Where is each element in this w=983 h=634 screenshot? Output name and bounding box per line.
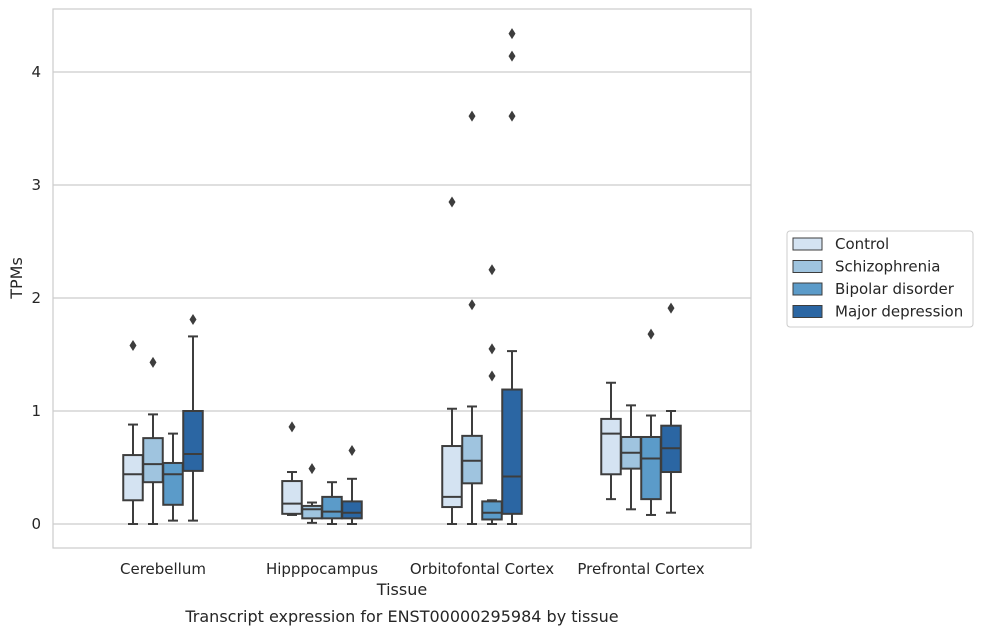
- box-major-depression: [660, 302, 682, 514]
- box-iqr: [600, 417, 622, 476]
- legend-swatch: [792, 282, 823, 296]
- box-major-depression: [182, 313, 204, 522]
- y-tick-label: 3: [31, 176, 41, 194]
- y-axis-title: TPMs: [7, 257, 26, 300]
- box-iqr: [461, 434, 483, 485]
- box-iqr: [122, 454, 144, 502]
- outlier-point: [488, 370, 496, 382]
- outlier-point: [288, 421, 296, 433]
- outlier-point: [647, 328, 655, 340]
- y-tick-label: 4: [31, 63, 41, 81]
- box-iqr: [281, 480, 303, 515]
- box-bipolar-disorder: [481, 264, 503, 525]
- box-major-depression: [501, 28, 523, 525]
- box-iqr: [341, 500, 363, 520]
- box-iqr: [182, 410, 204, 472]
- outlier-point: [468, 299, 476, 311]
- legend: Control Schizophrenia Bipolar disorder Majo…: [786, 230, 974, 328]
- outlier-point: [488, 264, 496, 276]
- box-iqr: [142, 437, 164, 484]
- legend-label: Schizophrenia: [835, 258, 940, 276]
- x-tick-label: Orbitofontal Cortex: [410, 560, 554, 578]
- box-iqr: [321, 495, 343, 520]
- legend-label: Control: [835, 235, 889, 253]
- outlier-point: [348, 445, 356, 457]
- outlier-point: [129, 339, 137, 351]
- legend-label: Bipolar disorder: [835, 280, 955, 298]
- box-iqr: [162, 461, 184, 506]
- y-tick-label: 2: [31, 289, 41, 307]
- box-iqr: [640, 435, 662, 501]
- box-iqr: [301, 504, 323, 520]
- box-bipolar-disorder: [162, 432, 184, 522]
- outlier-point: [508, 50, 516, 62]
- outlier-point: [448, 196, 456, 208]
- legend-swatch: [792, 237, 823, 251]
- legend-swatch: [792, 260, 823, 273]
- box-iqr: [441, 445, 463, 509]
- box-schizophrenia: [142, 356, 164, 525]
- x-tick-label: Prefrontal Cortex: [577, 560, 704, 578]
- x-tick-label: Hipppocampus: [266, 560, 378, 578]
- y-tick-label: 1: [31, 402, 41, 420]
- outlier-point: [189, 313, 197, 325]
- outlier-point: [667, 302, 675, 314]
- box-major-depression: [341, 445, 363, 525]
- plot-frame: [52, 8, 752, 549]
- outlier-point: [508, 28, 516, 40]
- box-schizophrenia: [301, 463, 323, 524]
- legend-swatch: [792, 305, 823, 318]
- outlier-point: [508, 110, 516, 122]
- box-bipolar-disorder: [640, 328, 662, 516]
- chart-caption: Transcript expression for ENST0000029598…: [184, 607, 618, 626]
- legend-frame: [786, 230, 974, 328]
- legend-label: Major depression: [835, 303, 963, 321]
- box-control: [281, 421, 303, 516]
- x-tick-label: Cerebellum: [120, 560, 206, 578]
- outlier-point: [149, 356, 157, 368]
- outlier-point: [468, 110, 476, 122]
- outlier-point: [308, 463, 316, 475]
- box-schizophrenia: [461, 110, 483, 525]
- box-control: [122, 339, 144, 525]
- box-iqr: [501, 388, 523, 515]
- y-tick-label: 0: [31, 515, 41, 533]
- box-control: [441, 196, 463, 525]
- box-iqr: [481, 500, 503, 521]
- outlier-point: [488, 343, 496, 355]
- x-axis-title: Tissue: [376, 580, 427, 599]
